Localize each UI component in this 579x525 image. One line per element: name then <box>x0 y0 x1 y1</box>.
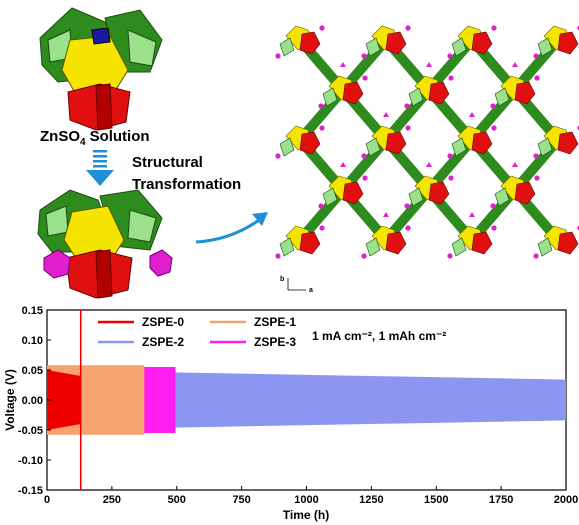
pore-ion <box>340 62 346 67</box>
y-tick-label: 0.05 <box>22 365 43 377</box>
legend-label: ZSPE-1 <box>254 315 296 329</box>
x-tick-label: 250 <box>103 494 121 506</box>
solution-label: ZnSO4 Solution <box>40 128 150 148</box>
y-tick-label: -0.10 <box>18 455 43 467</box>
curved-arrow-icon <box>195 212 268 244</box>
legend-item: ZSPE-1 <box>210 315 296 329</box>
axis-b-label: b <box>280 276 284 283</box>
svg-text:Structural: Structural <box>132 154 203 171</box>
framework-node <box>361 225 411 259</box>
pore-ion <box>426 62 432 67</box>
legend-label: ZSPE-2 <box>142 335 184 349</box>
framework-node <box>275 225 325 259</box>
transformation-label: Structural Transformation <box>132 154 241 193</box>
framework-node <box>361 25 411 59</box>
framework-node <box>490 75 540 109</box>
x-tick-label: 750 <box>232 494 250 506</box>
svg-text:Transformation: Transformation <box>132 176 241 193</box>
pore-ion <box>383 112 389 117</box>
legend-item: ZSPE-2 <box>98 335 184 349</box>
framework-node <box>533 225 579 259</box>
x-axis-title: Time (h) <box>283 508 329 522</box>
voltage-chart: 0 250 500 750 1000 1250 1500 1750 2000 0.15 0.10 0.… <box>3 305 578 522</box>
framework-structure-illustration <box>275 25 579 259</box>
y-tick-label: -0.15 <box>18 485 43 497</box>
y-tick-label: -0.05 <box>18 425 43 437</box>
chart-legend: ZSPE-0 ZSPE-1 ZSPE-2 ZSPE-3 <box>98 315 296 349</box>
cluster-before-illustration <box>39 7 163 131</box>
x-tick-label: 2000 <box>554 494 578 506</box>
legend-label: ZSPE-0 <box>142 315 184 329</box>
x-tick-label: 1250 <box>359 494 383 506</box>
x-tick-label: 0 <box>44 494 50 506</box>
crystal-axes: b a <box>280 276 313 294</box>
framework-node <box>361 125 411 159</box>
framework-node <box>447 25 497 59</box>
framework-node <box>275 25 325 59</box>
chart-annotation: 1 mA cm⁻², 1 mAh cm⁻² <box>312 329 446 343</box>
pore-ion <box>340 162 346 167</box>
x-tick-label: 500 <box>168 494 186 506</box>
legend-item: ZSPE-3 <box>210 335 296 349</box>
series-zspe-0-trace <box>47 370 81 430</box>
pore-ion <box>512 62 518 67</box>
y-tick-label: 0.15 <box>22 305 43 317</box>
chart-ticks: 0 250 500 750 1000 1250 1500 1750 2000 0.15 0.10 0.… <box>18 305 578 506</box>
framework-node <box>404 175 454 209</box>
pore-ion <box>512 162 518 167</box>
x-tick-label: 1500 <box>424 494 448 506</box>
framework-node <box>447 125 497 159</box>
framework-node <box>447 225 497 259</box>
pore-ion <box>469 112 475 117</box>
framework-node <box>533 25 579 59</box>
y-tick-label: 0.10 <box>22 335 43 347</box>
y-tick-label: 0.00 <box>22 395 43 407</box>
legend-item: ZSPE-0 <box>98 315 184 329</box>
framework-node <box>533 125 579 159</box>
pore-ion <box>426 162 432 167</box>
y-axis-title: Voltage (V) <box>3 369 17 431</box>
cluster-after-illustration <box>37 189 173 299</box>
axis-a-label: a <box>309 287 313 294</box>
framework-node <box>275 125 325 159</box>
legend-label: ZSPE-3 <box>254 335 296 349</box>
framework-node <box>490 175 540 209</box>
series-zspe-2-trace <box>47 370 566 430</box>
pore-ion <box>469 212 475 217</box>
framework-node <box>404 75 454 109</box>
down-arrow-icon <box>86 150 114 186</box>
chart-traces <box>47 310 566 490</box>
framework-node <box>318 175 368 209</box>
x-tick-label: 1750 <box>489 494 513 506</box>
framework-node <box>318 75 368 109</box>
pore-ion <box>383 212 389 217</box>
x-tick-label: 1000 <box>294 494 318 506</box>
